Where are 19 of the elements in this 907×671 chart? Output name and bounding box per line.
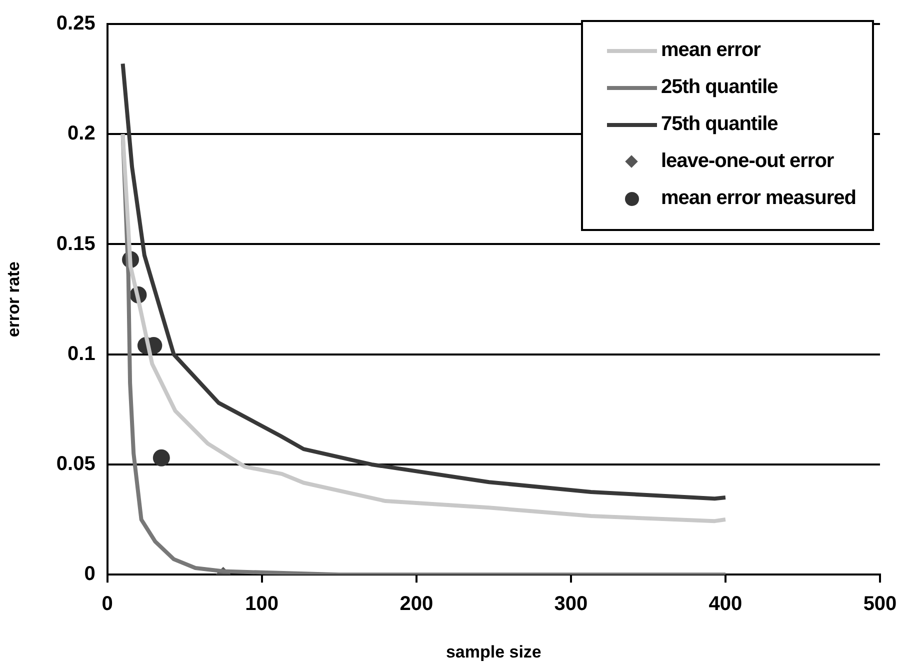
legend-label: mean error [660, 39, 760, 62]
y-tick-label: 0.1 [68, 342, 96, 365]
legend-label: 75th quantile [660, 113, 778, 136]
x-tick-label: 100 [245, 593, 279, 616]
y-tick-label: 0.2 [68, 122, 96, 145]
x-tick-label: 500 [863, 593, 897, 616]
x-tick-label: 300 [554, 593, 588, 616]
x-tick-label: 400 [708, 593, 742, 616]
y-tick-label: 0.15 [56, 232, 96, 255]
x-tick-label: 200 [400, 593, 434, 616]
y-tick-label: 0 [84, 563, 96, 586]
y-axis-title: error rate [4, 261, 23, 338]
legend-label: 25th quantile [660, 76, 778, 99]
y-tick-label: 0.05 [56, 452, 96, 475]
legend-label: leave-one-out error [660, 150, 834, 173]
y-tick-label: 0.25 [56, 12, 96, 35]
x-tick-label: 0 [102, 593, 113, 616]
legend-label: mean error measured [660, 187, 856, 210]
x-axis-title: sample size [446, 642, 542, 662]
